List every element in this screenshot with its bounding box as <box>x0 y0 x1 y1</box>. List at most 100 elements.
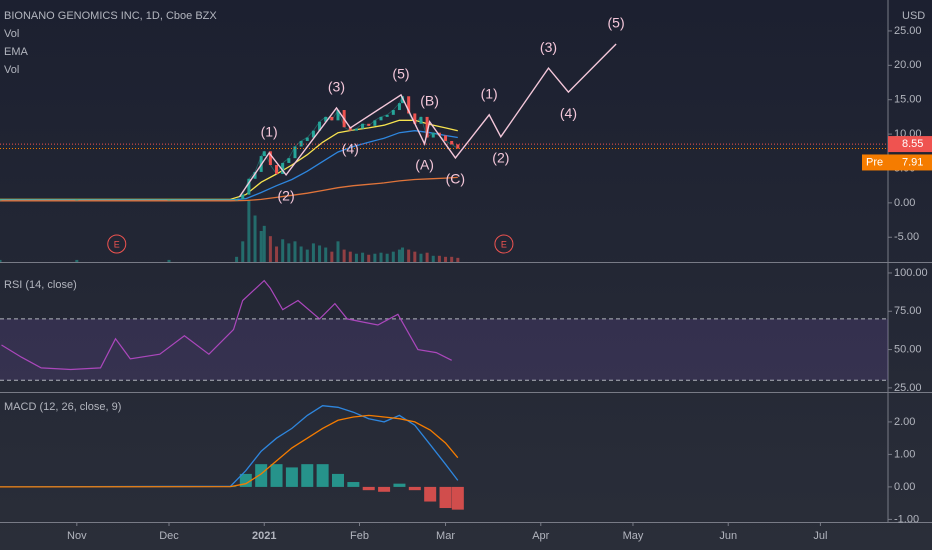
wave-label: (5) <box>392 66 409 82</box>
candle <box>318 121 322 131</box>
macd-histogram-bar <box>316 464 329 487</box>
volume-bar <box>318 245 322 262</box>
earnings-marker <box>107 234 127 254</box>
last-price-label: 8.55 <box>902 138 923 150</box>
volume-bar <box>354 253 358 262</box>
volume-bar <box>299 246 303 262</box>
y-tick-label: 50.00 <box>894 343 922 355</box>
volume-bar <box>293 241 297 262</box>
wave-label: (3) <box>328 79 345 95</box>
candle <box>311 130 315 138</box>
candle <box>75 199 79 201</box>
macd-histogram-bar <box>255 464 268 487</box>
volume-bar <box>311 243 315 262</box>
volume-bar <box>385 253 389 262</box>
wave-label: (2) <box>278 188 295 204</box>
candle <box>425 116 429 138</box>
candle <box>281 162 285 174</box>
candle <box>324 116 328 122</box>
y-tick-label: 20.00 <box>894 59 922 71</box>
candle <box>348 127 352 131</box>
earnings-label: E <box>501 239 507 249</box>
volume-bar <box>437 255 441 262</box>
candle <box>0 199 2 201</box>
candle <box>431 132 435 138</box>
macd-histogram-bar <box>424 486 437 502</box>
macd-histogram-bar <box>270 464 283 487</box>
volume-bar <box>167 259 171 262</box>
candle <box>354 128 358 131</box>
premarket-tag: Pre <box>866 156 883 168</box>
volume-bar <box>397 249 401 262</box>
candle <box>367 123 371 126</box>
candle <box>373 120 377 126</box>
x-tick-label: Feb <box>350 530 369 542</box>
indicator-title[interactable]: RSI (14, close) <box>4 279 77 291</box>
candle <box>379 116 383 121</box>
candle <box>167 199 171 201</box>
x-tick-label: May <box>623 530 644 542</box>
candle <box>275 165 279 174</box>
candle <box>287 158 291 163</box>
volume-bar <box>373 253 377 262</box>
volume-bar <box>0 259 2 262</box>
wave-label: (4) <box>560 105 577 121</box>
volume-bar <box>275 246 279 262</box>
macd-histogram-bar <box>439 486 452 509</box>
currency: USD <box>902 10 925 22</box>
x-tick-label: Jun <box>719 530 737 542</box>
volume-bar <box>287 243 291 262</box>
y-tick-label: 25.00 <box>894 382 922 394</box>
x-tick-label: Mar <box>436 530 455 542</box>
macd-histogram-bar <box>451 486 464 510</box>
volume-bar <box>262 225 266 262</box>
legend-item[interactable]: Vol <box>4 64 19 76</box>
volume-bar <box>336 241 340 262</box>
y-tick-label: 0.00 <box>894 481 915 493</box>
macd-histogram-bar <box>408 486 421 491</box>
x-tick-label: Dec <box>159 530 179 542</box>
candle <box>305 137 309 141</box>
wave-label: (5) <box>608 15 625 31</box>
volume-bar <box>324 247 328 262</box>
wave-label: (1) <box>481 86 498 102</box>
volume-bar <box>444 256 448 262</box>
wave-line <box>238 43 617 198</box>
rsi-band <box>0 318 888 381</box>
volume-bar <box>379 252 383 262</box>
macd-histogram-bar <box>378 486 391 492</box>
last-price-box <box>888 136 932 153</box>
candle <box>456 144 460 149</box>
y-tick-label: 0.00 <box>894 197 915 209</box>
candle <box>437 132 441 136</box>
x-tick-label: 2021 <box>252 530 276 542</box>
candle <box>293 146 297 159</box>
volume-bar <box>235 256 239 262</box>
volume-bar <box>305 249 309 262</box>
candle <box>401 96 405 104</box>
legend-item[interactable]: EMA <box>4 46 29 58</box>
volume-bar <box>407 249 411 262</box>
x-tick-label: Nov <box>67 530 87 542</box>
macd-histogram-bar <box>393 483 406 487</box>
wave-label: (2) <box>492 150 509 166</box>
macd-line <box>0 414 459 488</box>
legend-item[interactable]: Vol <box>4 28 19 40</box>
wave-label: (3) <box>540 39 557 55</box>
volume-bar <box>241 241 245 262</box>
premarket-price: 7.91 <box>902 156 923 168</box>
macd-line <box>0 405 459 488</box>
earnings-marker <box>494 234 514 254</box>
x-tick-label: Jul <box>813 530 827 542</box>
volume-bar <box>348 251 352 262</box>
volume-bar <box>425 252 429 262</box>
y-tick-label: -1.00 <box>894 513 919 525</box>
indicator-title[interactable]: MACD (12, 26, close, 9) <box>4 401 121 413</box>
volume-bar <box>401 247 405 262</box>
symbol-title[interactable]: BIONANO GENOMICS INC, 1D, Cboe BZX <box>4 10 217 22</box>
candle <box>299 140 303 147</box>
x-tick-label: Apr <box>532 530 549 542</box>
y-tick-label: 25.00 <box>894 25 922 37</box>
candle <box>247 178 251 195</box>
